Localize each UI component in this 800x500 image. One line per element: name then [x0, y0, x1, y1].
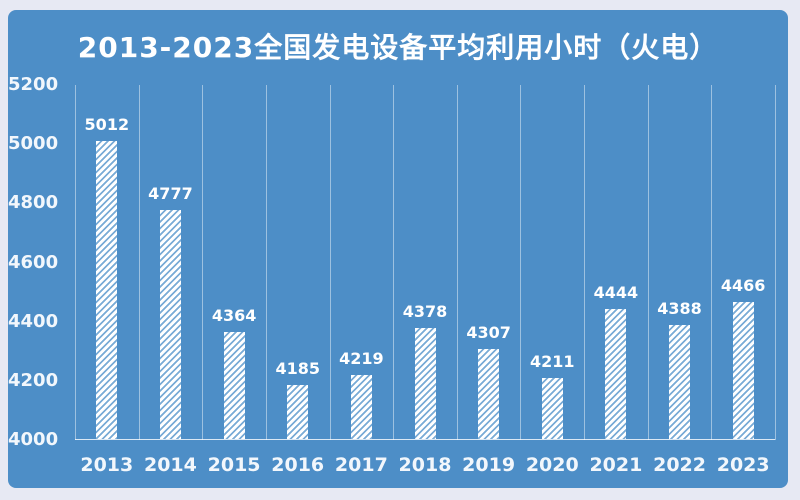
- y-axis-tick-label: 4600: [8, 251, 59, 273]
- x-axis-tick-label: 2020: [525, 454, 579, 476]
- x-axis-tick-label: 2018: [398, 454, 452, 476]
- y-axis-tick-label: 4400: [8, 310, 59, 332]
- gridline-vertical: [265, 85, 267, 440]
- x-axis-line: [75, 439, 775, 440]
- y-axis-tick-label: 4200: [8, 369, 59, 391]
- x-axis-tick-label: 2023: [716, 454, 770, 476]
- gridline-vertical: [711, 85, 713, 440]
- bar-value-label: 4777: [148, 184, 193, 204]
- y-axis-tick-label: 4800: [8, 192, 59, 214]
- bar-2021: [605, 308, 627, 439]
- bar-2014: [159, 210, 181, 439]
- bar-value-label: 4219: [339, 349, 384, 369]
- bar-value-label: 4378: [402, 302, 448, 322]
- bar-2023: [732, 302, 754, 439]
- x-axis-tick-label: 2016: [271, 454, 325, 476]
- x-axis-tick-label: 2022: [653, 454, 706, 476]
- gridline-vertical: [329, 85, 331, 440]
- x-axis-tick-label: 2017: [334, 454, 388, 476]
- bar-value-label: 4307: [466, 323, 511, 343]
- gridline-vertical: [456, 85, 458, 440]
- gridline-vertical: [75, 85, 76, 440]
- bar-2020: [541, 377, 563, 439]
- gridline-vertical: [775, 85, 776, 440]
- gridline-vertical: [393, 85, 395, 440]
- bar-2019: [478, 349, 500, 439]
- bar-value-label: 4466: [720, 276, 766, 296]
- y-axis-tick-label: 5000: [8, 133, 59, 155]
- gridline-vertical: [584, 85, 586, 440]
- bar-2016: [287, 385, 309, 439]
- x-axis-tick-label: 2019: [462, 454, 516, 476]
- x-axis-tick-label: 2014: [143, 454, 197, 476]
- gridline-vertical: [647, 85, 649, 440]
- bar-2017: [350, 375, 372, 439]
- bar-2022: [669, 325, 691, 439]
- x-axis-tick-label: 2015: [207, 454, 261, 476]
- chart-panel: 2013-2023全国发电设备平均利用小时（火电） 5200 5000 4800 46…: [8, 10, 788, 488]
- chart-title: 2013-2023全国发电设备平均利用小时（火电）: [77, 31, 719, 64]
- y-axis-tick-label: 4000: [8, 429, 59, 450]
- bar-value-label: 4364: [211, 306, 257, 326]
- bar-value-label: 4211: [530, 351, 575, 371]
- x-axis-tick-label: 2013: [80, 454, 134, 476]
- bar-value-label: 4388: [657, 299, 702, 319]
- bar-value-label: 4185: [275, 359, 320, 379]
- plot-area: [75, 85, 776, 440]
- bar-value-label: 5012: [84, 114, 130, 134]
- bar-value-label: 4444: [593, 282, 639, 302]
- y-axis-tick-label: 5200: [8, 74, 59, 95]
- gridline-vertical: [138, 85, 140, 440]
- x-axis-tick-label: 2021: [589, 454, 643, 476]
- bar-2018: [414, 328, 436, 439]
- bar-2013: [96, 140, 118, 439]
- bar-2015: [223, 332, 245, 439]
- gridline-vertical: [202, 85, 204, 440]
- gridline-vertical: [520, 85, 522, 440]
